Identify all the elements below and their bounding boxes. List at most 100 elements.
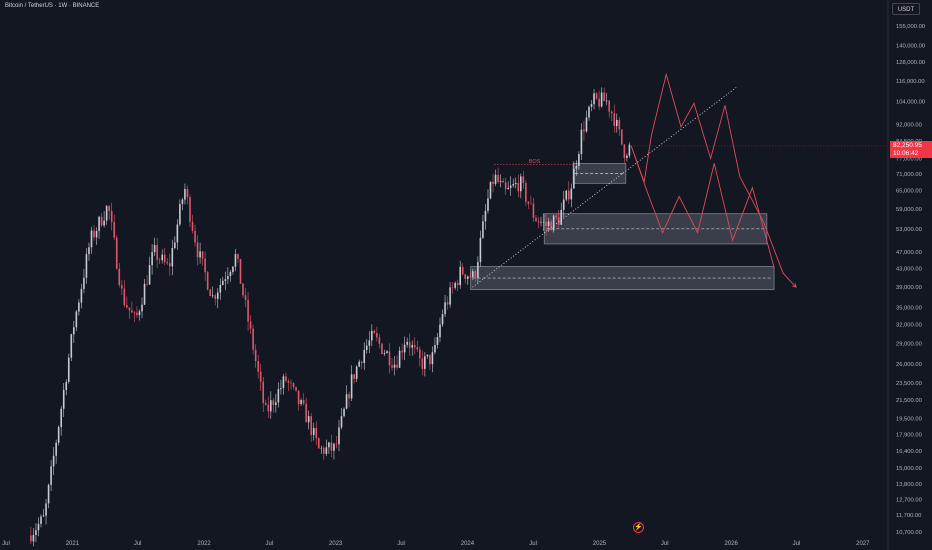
candle	[100, 212, 103, 227]
candle	[201, 251, 204, 266]
price-tick-label: 17,900.00	[896, 433, 922, 439]
last-price-badge: 82,250.95 10:06:42	[890, 141, 932, 158]
candle	[547, 217, 550, 232]
candle	[242, 282, 244, 298]
candle	[509, 176, 512, 196]
candle	[484, 203, 487, 230]
candle	[628, 142, 631, 158]
candle	[52, 447, 55, 475]
candle	[479, 230, 482, 267]
price-tick-label: 19,500.00	[896, 416, 922, 422]
candle	[131, 301, 133, 313]
candle	[605, 92, 608, 106]
candle	[396, 355, 398, 370]
candle	[257, 354, 259, 379]
candle	[411, 340, 414, 356]
time-tick-label: Jul	[793, 541, 801, 547]
currency-badge[interactable]: USDT	[892, 3, 920, 15]
candle	[98, 215, 100, 239]
candle	[472, 268, 474, 281]
candle	[199, 242, 201, 264]
symbol-title[interactable]: Bitcoin / TetherUS · 1W · BINANCE	[5, 3, 100, 9]
candle	[436, 332, 439, 349]
candle	[350, 365, 353, 402]
candle	[398, 346, 401, 369]
candle	[595, 92, 598, 101]
candle	[70, 333, 73, 362]
candle	[623, 143, 626, 163]
candle	[580, 123, 583, 160]
candle	[426, 354, 429, 359]
candle	[189, 194, 191, 227]
candle	[388, 343, 391, 374]
candle	[224, 271, 227, 291]
time-tick-label: 2021	[66, 541, 80, 547]
candle	[429, 354, 431, 370]
price-tick-label: 92,000.00	[896, 123, 922, 129]
candle	[138, 309, 141, 321]
candle	[186, 185, 189, 205]
time-tick-label: Jul	[529, 541, 537, 547]
candle	[401, 343, 403, 360]
price-tick-label: 116,000.00	[896, 79, 925, 85]
candle	[469, 272, 472, 279]
candle	[209, 288, 211, 297]
candle	[300, 398, 302, 407]
candle	[244, 288, 247, 308]
candle	[512, 178, 515, 188]
candle	[348, 391, 350, 408]
price-tick-label: 13,800.00	[896, 482, 922, 488]
candle	[249, 315, 252, 335]
candle	[126, 296, 128, 309]
candle	[118, 263, 121, 288]
candle	[449, 282, 451, 308]
candle	[540, 216, 542, 227]
price-tick-label: 21,500.00	[896, 398, 922, 404]
candle	[219, 278, 222, 300]
lightning-icon[interactable]: ⚡	[633, 522, 644, 533]
price-tick-label: 26,000.00	[896, 362, 922, 368]
candle	[57, 425, 60, 446]
candle	[381, 343, 383, 355]
candle	[570, 183, 573, 208]
candle	[565, 189, 568, 202]
candle	[264, 399, 267, 406]
candle	[335, 435, 338, 449]
candle	[307, 410, 310, 430]
candle	[108, 204, 110, 220]
candle	[421, 350, 424, 376]
candle	[232, 265, 234, 275]
candle	[492, 173, 494, 193]
candle	[600, 87, 603, 108]
candle	[527, 201, 530, 209]
candle	[489, 181, 492, 200]
candle	[297, 390, 300, 411]
candle	[312, 422, 315, 441]
candle	[621, 129, 623, 146]
candle	[603, 87, 605, 102]
candle	[590, 100, 593, 112]
candle	[499, 174, 502, 188]
price-tick-label: 35,000.00	[896, 306, 922, 312]
candle	[575, 160, 578, 176]
candle	[65, 379, 68, 396]
candle	[292, 382, 295, 390]
candle	[461, 263, 464, 276]
projection-path-0	[630, 72, 797, 288]
candle	[567, 181, 570, 204]
candle	[259, 363, 262, 392]
candle	[418, 346, 421, 367]
last-price-value: 82,250.95	[893, 141, 922, 149]
candle	[615, 113, 618, 133]
candle	[333, 442, 335, 460]
candle	[608, 100, 610, 118]
price-tick-label: 59,000.00	[896, 207, 922, 213]
candle	[444, 294, 446, 318]
candle	[214, 293, 217, 306]
candle	[320, 445, 323, 454]
candle	[277, 382, 280, 408]
candle	[383, 349, 386, 356]
candle	[136, 306, 138, 318]
candle	[156, 238, 158, 269]
